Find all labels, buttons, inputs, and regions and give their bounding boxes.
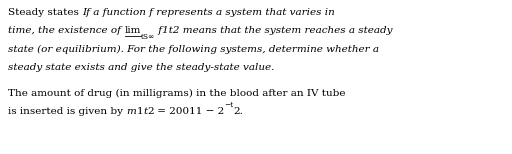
Text: −t: −t <box>224 101 233 109</box>
Text: = 20011 − 2: = 20011 − 2 <box>154 107 224 116</box>
Text: t: t <box>143 107 147 116</box>
Text: f1t2 means that the system reaches a steady: f1t2 means that the system reaches a ste… <box>155 26 393 35</box>
Text: time, the existence of: time, the existence of <box>8 26 124 35</box>
Text: 2: 2 <box>147 107 154 116</box>
Text: tS∞: tS∞ <box>141 33 155 41</box>
Text: 1: 1 <box>137 107 143 116</box>
Text: lim: lim <box>124 26 141 35</box>
Text: Steady states: Steady states <box>8 8 82 17</box>
Text: 2.: 2. <box>233 107 243 116</box>
Text: state (or equilibrium). For the following systems, determine whether a: state (or equilibrium). For the followin… <box>8 45 379 54</box>
Text: m: m <box>126 107 137 116</box>
Text: If a function f represents a system that varies in: If a function f represents a system that… <box>82 8 335 17</box>
Text: The amount of drug (in milligrams) in the blood after an IV tube: The amount of drug (in milligrams) in th… <box>8 89 346 98</box>
Text: steady state exists and give the steady-state value.: steady state exists and give the steady-… <box>8 63 275 71</box>
Text: is inserted is given by: is inserted is given by <box>8 107 126 116</box>
